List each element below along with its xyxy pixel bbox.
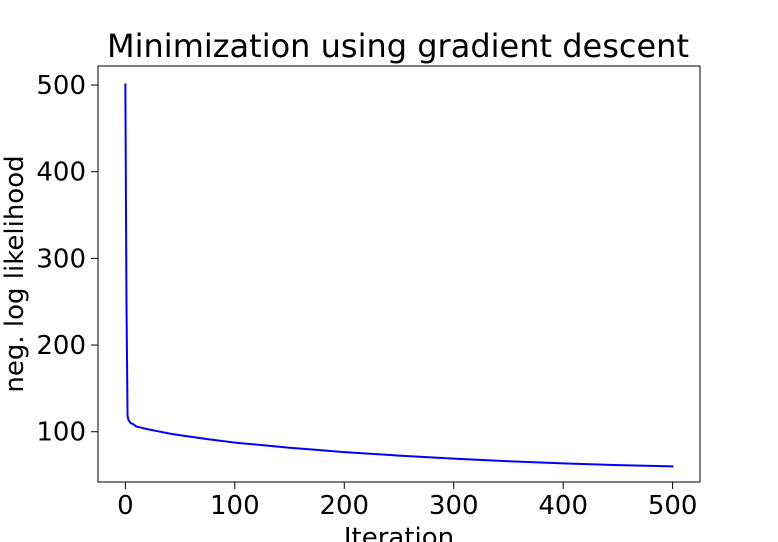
- y-tick-label: 500: [36, 71, 86, 101]
- y-tick-label: 100: [36, 418, 86, 448]
- y-tick-label: 200: [36, 331, 86, 361]
- x-tick-label: 200: [319, 491, 369, 521]
- plot-area: [98, 66, 700, 482]
- series-line-0: [124, 83, 674, 468]
- x-axis-label: Iteration: [344, 523, 454, 542]
- x-tick-label: 300: [429, 491, 479, 521]
- y-axis-ticks: 100 200 300 400 500: [36, 71, 98, 448]
- x-tick-label: 100: [210, 491, 260, 521]
- series-layer: [124, 83, 674, 468]
- x-axis-ticks: 0 100 200 300 400 500: [117, 482, 697, 521]
- chart-title: Minimization using gradient descent: [107, 27, 689, 65]
- y-axis-label: neg. log likelihood: [0, 155, 30, 392]
- y-tick-label: 300: [36, 244, 86, 274]
- x-tick-label: 0: [117, 491, 134, 521]
- plot-frame: [97, 65, 701, 483]
- x-tick-label: 400: [538, 491, 588, 521]
- x-tick-label: 500: [648, 491, 698, 521]
- y-tick-label: 400: [36, 158, 86, 188]
